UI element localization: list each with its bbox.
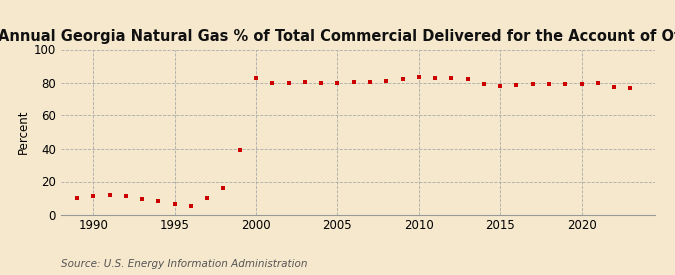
- Y-axis label: Percent: Percent: [16, 110, 30, 154]
- Text: Source: U.S. Energy Information Administration: Source: U.S. Energy Information Administ…: [61, 259, 307, 269]
- Title: Annual Georgia Natural Gas % of Total Commercial Delivered for the Account of Ot: Annual Georgia Natural Gas % of Total Co…: [0, 29, 675, 44]
